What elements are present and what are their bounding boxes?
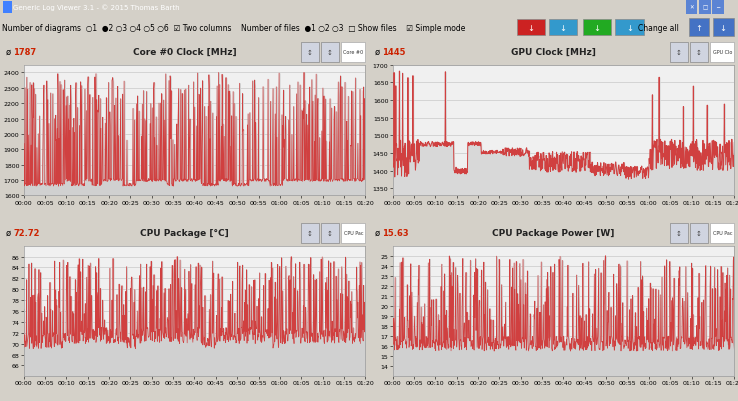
Bar	[713, 19, 734, 37]
Text: ↕: ↕	[307, 50, 313, 56]
Bar	[670, 43, 688, 63]
Text: ↕: ↕	[327, 50, 333, 56]
Bar	[670, 224, 688, 243]
Text: ↓: ↓	[720, 24, 727, 32]
Bar	[615, 20, 644, 36]
Bar	[690, 224, 708, 243]
Text: CPU Package [°C]: CPU Package [°C]	[140, 229, 229, 237]
Text: ø: ø	[6, 229, 11, 237]
Text: ↑: ↑	[695, 24, 703, 32]
Bar	[690, 43, 708, 63]
Text: Number of diagrams  ○1  ●2 ○3 ○4 ○5 ○6  ☑ Two columns    Number of files  ●1 ○2 : Number of diagrams ○1 ●2 ○3 ○4 ○5 ○6 ☑ T…	[2, 24, 466, 32]
Text: ↓: ↓	[593, 24, 601, 32]
Bar	[549, 20, 577, 36]
Text: 1445: 1445	[382, 48, 406, 57]
Text: ø: ø	[6, 48, 11, 57]
Bar	[341, 224, 365, 243]
Text: ↕: ↕	[676, 50, 682, 56]
Text: ↓: ↓	[559, 24, 567, 32]
Bar	[583, 20, 611, 36]
Text: ↕: ↕	[307, 231, 313, 237]
Text: ↓: ↓	[626, 24, 633, 32]
Text: ✕: ✕	[689, 6, 694, 10]
Text: CPU Package Power [W]: CPU Package Power [W]	[492, 229, 615, 237]
Text: Core #0: Core #0	[343, 50, 363, 55]
Bar	[689, 19, 709, 37]
Text: 15.63: 15.63	[382, 229, 409, 237]
Text: CPU Pac: CPU Pac	[713, 231, 732, 235]
Text: Change all: Change all	[638, 24, 679, 32]
Bar	[3, 2, 12, 14]
Text: ↓: ↓	[527, 24, 534, 32]
Text: ø: ø	[375, 48, 380, 57]
Text: ─: ─	[717, 6, 720, 10]
Bar	[686, 1, 697, 15]
Text: ↕: ↕	[327, 231, 333, 237]
Bar	[321, 224, 339, 243]
Text: ↕: ↕	[676, 231, 682, 237]
Text: 1787: 1787	[13, 48, 36, 57]
Text: GPU Clock [MHz]: GPU Clock [MHz]	[511, 48, 596, 57]
Bar	[341, 43, 365, 63]
Text: Core #0 Clock [MHz]: Core #0 Clock [MHz]	[133, 48, 236, 57]
Text: ø: ø	[375, 229, 380, 237]
Bar	[321, 43, 339, 63]
Text: GPU Clo: GPU Clo	[713, 50, 732, 55]
Text: ↕: ↕	[696, 50, 702, 56]
Bar	[712, 1, 724, 15]
Bar	[710, 43, 734, 63]
Text: □: □	[702, 6, 708, 10]
Bar	[710, 224, 734, 243]
Text: CPU Pac: CPU Pac	[344, 231, 363, 235]
Text: ↕: ↕	[696, 231, 702, 237]
Text: 72.72: 72.72	[13, 229, 40, 237]
Bar	[517, 20, 545, 36]
Bar	[301, 224, 319, 243]
Text: Generic Log Viewer 3.1 - © 2015 Thomas Barth: Generic Log Viewer 3.1 - © 2015 Thomas B…	[13, 5, 180, 11]
Bar	[699, 1, 711, 15]
Bar	[301, 43, 319, 63]
